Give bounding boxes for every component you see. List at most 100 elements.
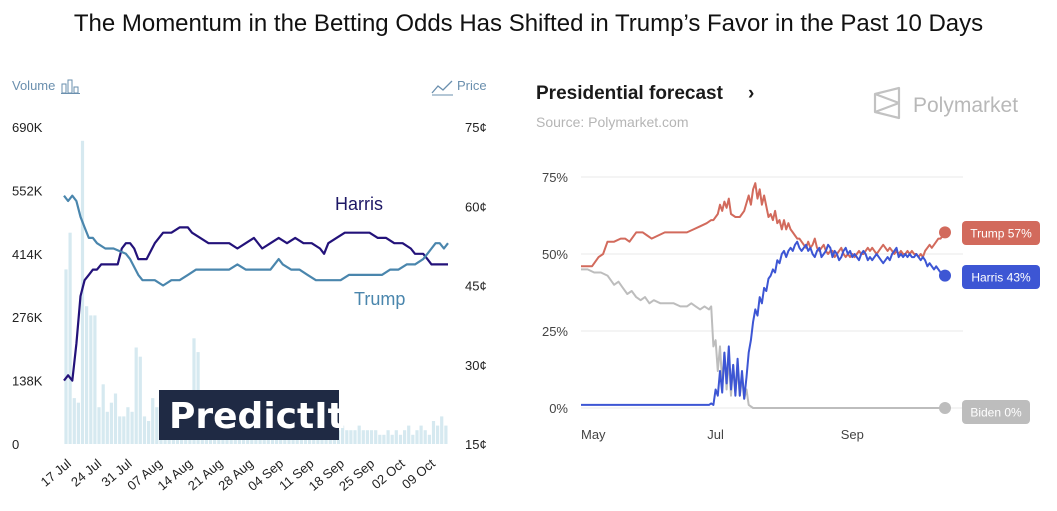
volume-bar: [72, 398, 76, 444]
volume-bar: [126, 407, 130, 444]
volume-bar: [89, 315, 93, 444]
volume-bar: [101, 384, 105, 444]
left-price-axis: 15¢ 30¢ 45¢ 60¢ 75¢: [465, 120, 487, 452]
volume-bar: [357, 425, 361, 444]
volume-bar: [427, 434, 431, 444]
price-tick-label: 60¢: [465, 199, 487, 214]
right-series-lines: [581, 182, 946, 409]
series-label-trump: Trump: [354, 289, 405, 309]
polymarket-logo-icon: [873, 86, 901, 120]
volume-bar: [147, 421, 151, 444]
volume-bar: [68, 232, 72, 444]
predictit-logo: PredictIt: [159, 390, 345, 440]
volume-bar: [415, 430, 419, 444]
volume-bar: [419, 425, 423, 444]
volume-bar: [382, 434, 386, 444]
y-tick-label: 50%: [542, 247, 568, 262]
volume-bar: [431, 421, 436, 444]
end-dot-trump: [939, 226, 951, 239]
volume-tick-label: 414K: [12, 247, 43, 262]
volume-label: Volume: [12, 78, 55, 93]
volume-bar: [386, 430, 390, 444]
x-tick-label: Sep: [841, 427, 864, 442]
x-tick-label: May: [581, 427, 606, 442]
predictit-chart: Volume Price 0 138K 276K 414K 552K 690K 15¢ 30…: [12, 78, 487, 494]
end-label-text-biden: Biden 0%: [970, 406, 1022, 420]
volume-bar: [341, 425, 345, 444]
series-label-harris: Harris: [335, 194, 383, 214]
left-y-axis: 0 138K 276K 414K 552K 690K: [12, 120, 43, 452]
series-line-trump: [581, 182, 946, 268]
right-end-labels: Trump 57% Harris 43% Biden 0%: [939, 221, 1040, 424]
x-tick-label: 24 Jul: [68, 456, 104, 490]
series-line-trump: [63, 194, 449, 287]
volume-bar: [134, 347, 138, 444]
volume-tick-label: 690K: [12, 120, 43, 135]
chevron-right-icon[interactable]: ›: [748, 83, 754, 104]
polymarket-chart: Presidential forecast › Source: Polymark…: [536, 83, 1040, 442]
series-line-harris: [63, 226, 448, 382]
volume-bar: [105, 411, 109, 444]
end-label-badge-harris: [962, 265, 1040, 289]
volume-bar: [155, 407, 159, 444]
price-tick-label: 45¢: [465, 279, 487, 294]
volume-bar: [122, 416, 126, 444]
volume-bar: [76, 402, 80, 444]
volume-bar: [365, 430, 369, 444]
volume-bar: [398, 434, 403, 444]
volume-bar: [142, 416, 147, 444]
volume-bar: [436, 425, 440, 444]
volume-bar: [411, 434, 415, 444]
end-label-text-trump: Trump 57%: [970, 227, 1032, 241]
volume-tick-label: 138K: [12, 374, 43, 389]
end-label-text-harris: Harris 43%: [971, 271, 1031, 285]
volume-bar: [349, 430, 353, 444]
volume-bar: [369, 430, 374, 444]
volume-bar: [353, 430, 357, 444]
volume-icon: [61, 79, 80, 94]
volume-bar: [85, 306, 89, 444]
volume-bar: [118, 416, 122, 444]
left-series-lines: [63, 194, 449, 382]
x-tick-label: 04 Sep: [245, 456, 286, 494]
right-x-axis: May Jul Sep: [581, 427, 864, 442]
price-tick-label: 15¢: [465, 437, 487, 452]
predictit-logo-text: PredictIt: [169, 396, 345, 437]
end-dot-biden: [939, 402, 951, 414]
price-label: Price: [457, 78, 487, 93]
right-y-axis: 0% 25% 50% 75%: [542, 170, 568, 416]
price-icon: [431, 80, 453, 96]
y-tick-label: 75%: [542, 170, 568, 185]
volume-bar: [403, 430, 407, 444]
volume-bar: [374, 430, 378, 444]
end-label-badge-trump: [962, 221, 1040, 245]
volume-bar: [394, 430, 398, 444]
x-tick-label: 17 Jul: [38, 456, 74, 490]
volume-tick-label: 0: [12, 437, 19, 452]
forecast-title: Presidential forecast: [536, 83, 724, 104]
volume-bar: [345, 430, 349, 444]
volume-bar: [64, 269, 68, 444]
price-tick-label: 75¢: [465, 120, 487, 135]
y-tick-label: 0%: [549, 401, 568, 416]
x-tick-label: 09 Oct: [399, 456, 438, 492]
page-title: The Momentum in the Betting Odds Has Shi…: [73, 10, 984, 37]
volume-bar: [407, 425, 411, 444]
volume-bar: [93, 315, 97, 444]
x-tick-label: 02 Oct: [369, 456, 408, 492]
volume-bar: [378, 434, 382, 444]
volume-bar: [130, 411, 134, 444]
volume-bar: [440, 416, 444, 444]
end-label-badge-biden: [962, 400, 1030, 424]
volume-bar: [97, 407, 101, 444]
volume-bar: [444, 425, 448, 444]
x-tick-label: Jul: [707, 427, 724, 442]
forecast-source: Source: Polymarket.com: [536, 114, 689, 130]
polymarket-brand: Polymarket: [913, 94, 1018, 117]
volume-tick-label: 276K: [12, 310, 43, 325]
volume-tick-label: 552K: [12, 183, 43, 198]
x-tick-label: 25 Sep: [336, 456, 377, 494]
end-dot-harris: [939, 269, 951, 282]
